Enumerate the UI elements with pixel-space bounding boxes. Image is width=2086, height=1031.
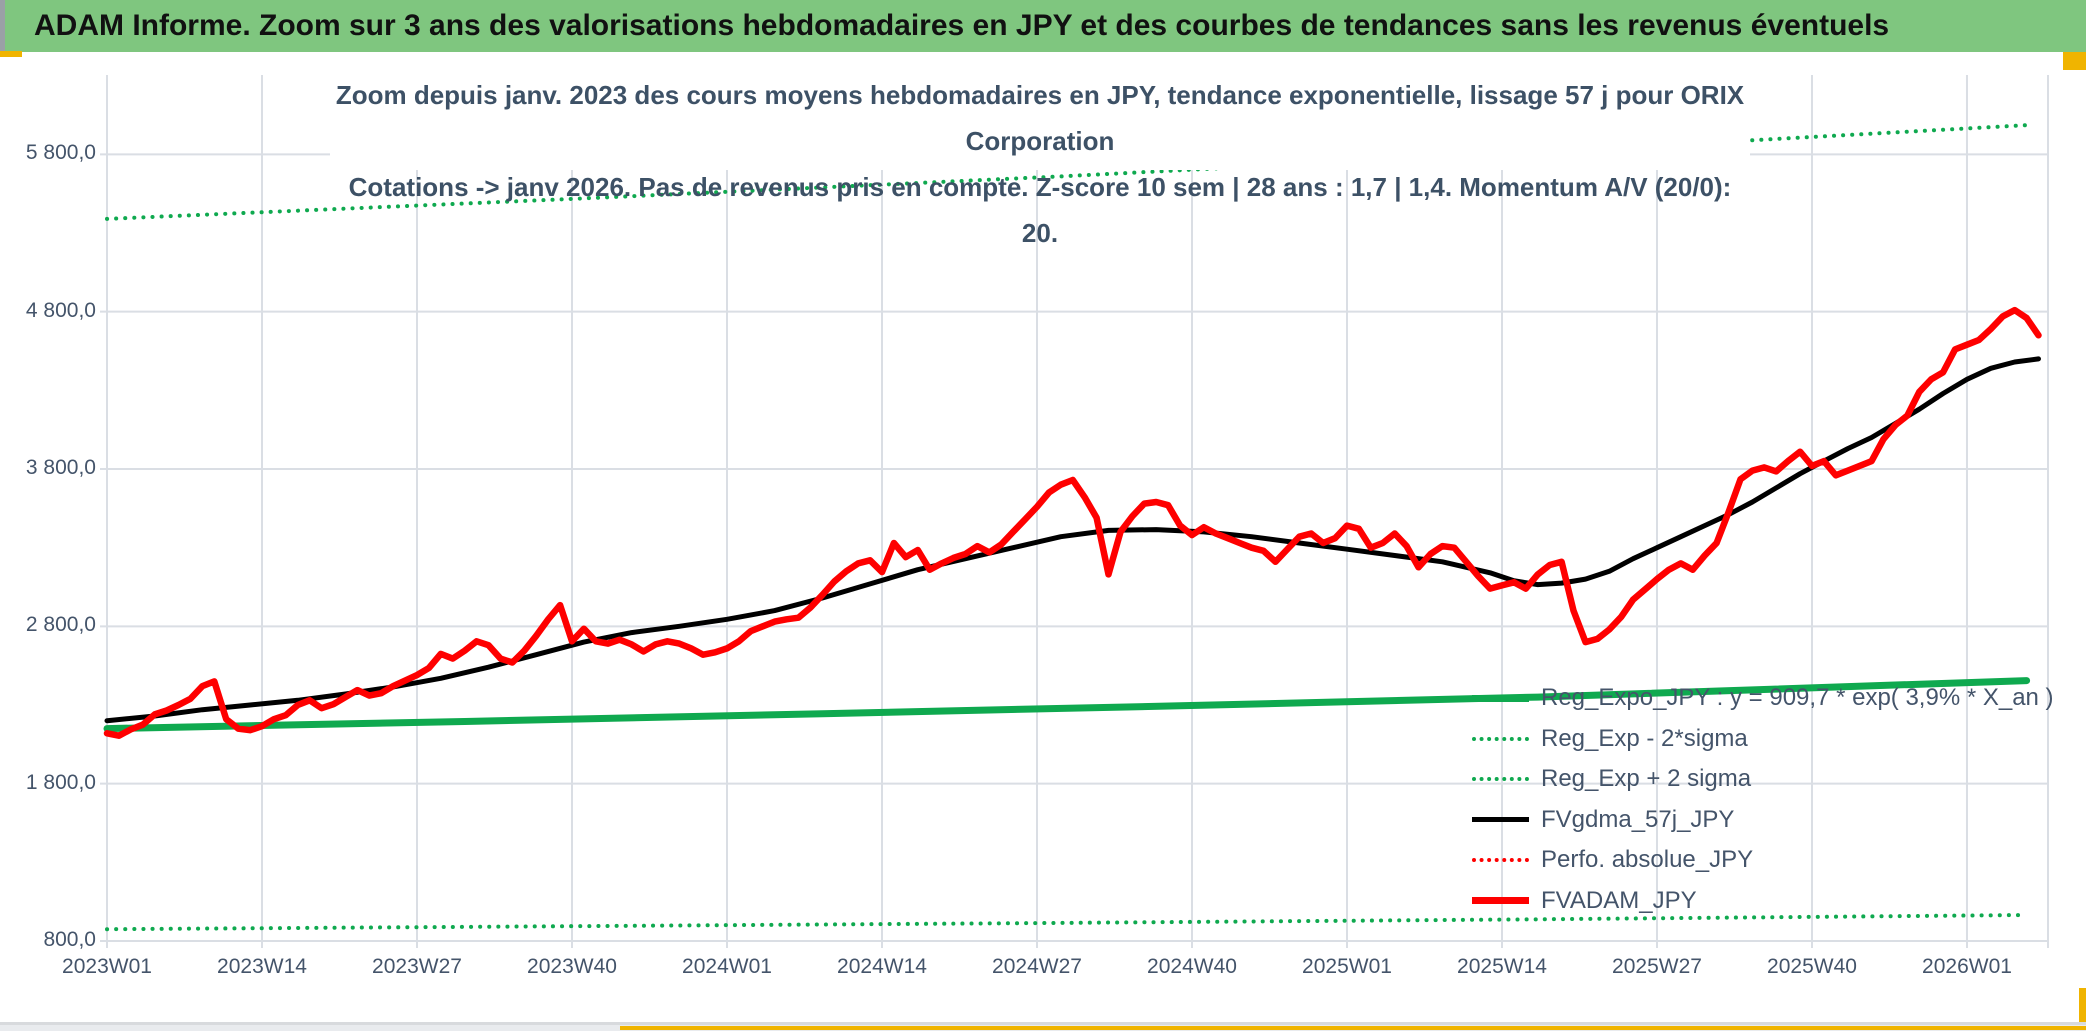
legend-label: Reg_Expo_JPY : y = 909,7 * exp( 3,9% * X… <box>1541 684 2054 712</box>
legend-item[interactable]: FVgdma_57j_JPY <box>1472 800 2054 841</box>
series-Reg_Exp - 2*sigma <box>105 913 2029 932</box>
chart-title-line2: Cotations -> janv 2026. Pas de revenus p… <box>348 172 1732 248</box>
x-axis-label: 2024W27 <box>992 955 1082 978</box>
series-FVgdma_57j_JPY <box>104 356 2041 724</box>
gold-accent-right-bottom <box>2079 988 2086 1022</box>
legend-label: Reg_Exp + 2 sigma <box>1541 765 1752 793</box>
legend-marker-solid <box>1472 897 1529 905</box>
legend-marker-solid <box>1472 694 1529 702</box>
gold-accent-top-left <box>0 51 22 57</box>
series-Reg_Exp + 2 sigma <box>105 123 2029 221</box>
x-axis-label: 2026W01 <box>1922 955 2012 978</box>
x-axis-label: 2025W01 <box>1302 955 1392 978</box>
gold-accent-bottom <box>620 1026 2086 1030</box>
legend-marker-solid <box>1472 817 1529 823</box>
legend-item[interactable]: Perfo. absolue_JPY <box>1472 840 2054 881</box>
series-Reg_Expo_JPY <box>103 677 2031 733</box>
x-axis-label: 2023W01 <box>62 955 152 978</box>
left-edge-strip <box>0 0 5 52</box>
series-FVADAM_JPY <box>103 306 2042 739</box>
x-axis-label: 2024W40 <box>1147 955 1237 978</box>
chart-title: Zoom depuis janv. 2023 des cours moyens … <box>330 72 1750 248</box>
x-axis-label: 2023W40 <box>527 955 617 978</box>
legend-label: FVADAM_JPY <box>1541 886 1697 914</box>
y-axis-label: 800,0 <box>43 928 96 951</box>
y-axis-label: 4 800,0 <box>25 298 96 322</box>
y-axis-label: 5 800,0 <box>25 141 96 165</box>
legend-item[interactable]: Reg_Expo_JPY : y = 909,7 * exp( 3,9% * X… <box>1472 678 2054 719</box>
report-title: ADAM Informe. Zoom sur 3 ans des valoris… <box>34 9 1890 42</box>
bottom-separator <box>0 1022 2086 1025</box>
y-axis-label: 1 800,0 <box>25 770 96 794</box>
legend-item[interactable]: Reg_Exp - 2*sigma <box>1472 719 2054 760</box>
chart-title-line1: Zoom depuis janv. 2023 des cours moyens … <box>335 80 1745 156</box>
legend-marker-dotted <box>1472 736 1529 741</box>
x-axis-label: 2024W14 <box>837 955 927 978</box>
x-axis-label: 2024W01 <box>682 955 772 978</box>
gold-accent-top-right <box>2063 52 2086 70</box>
x-axis-label: 2025W40 <box>1767 955 1857 978</box>
chart-legend: Reg_Expo_JPY : y = 909,7 * exp( 3,9% * X… <box>1472 678 2054 921</box>
x-axis-label: 2025W27 <box>1612 955 1702 978</box>
legend-label: Perfo. absolue_JPY <box>1541 846 1754 874</box>
legend-item[interactable]: Reg_Exp + 2 sigma <box>1472 759 2054 800</box>
x-axis-label: 2023W14 <box>217 955 307 978</box>
report-title-bar: ADAM Informe. Zoom sur 3 ans des valoris… <box>0 0 2086 52</box>
y-axis-label: 2 800,0 <box>25 613 96 637</box>
y-axis-label: 3 800,0 <box>25 456 96 479</box>
legend-label: FVgdma_57j_JPY <box>1541 805 1735 833</box>
x-axis-label: 2023W27 <box>372 955 462 978</box>
legend-marker-dotted <box>1472 858 1529 863</box>
x-axis-label: 2025W14 <box>1457 955 1547 978</box>
legend-marker-dotted <box>1472 777 1529 782</box>
legend-item[interactable]: FVADAM_JPY <box>1472 881 2054 922</box>
legend-label: Reg_Exp - 2*sigma <box>1541 724 1748 752</box>
